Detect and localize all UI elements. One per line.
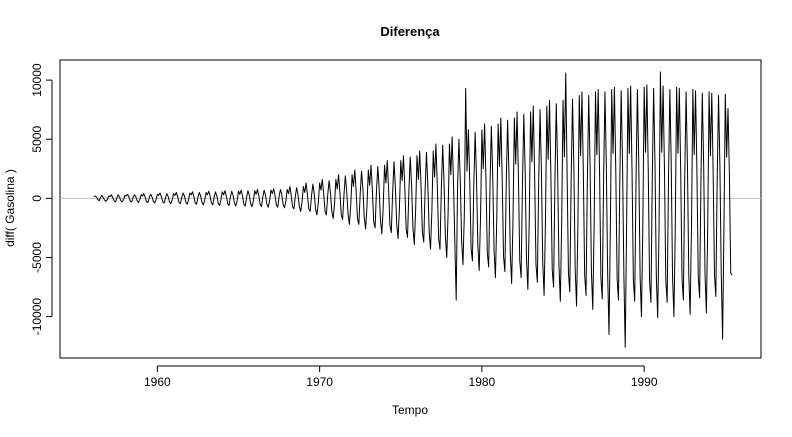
- x-tick-label: 1960: [144, 375, 171, 389]
- x-tick-label: 1970: [306, 375, 333, 389]
- y-tick-label: 5000: [30, 126, 44, 153]
- x-tick-label: 1990: [631, 375, 658, 389]
- y-tick-label: -10000: [30, 298, 44, 336]
- x-axis-label: Tempo: [392, 403, 428, 417]
- y-axis: -10000 -5000 0 5000 10000: [30, 63, 53, 336]
- series-line-0: [93, 71, 733, 348]
- chart-title: Diferença: [380, 24, 440, 39]
- y-axis-label: diff( Gasolina ): [3, 169, 17, 247]
- y-tick-label: 0: [30, 195, 44, 202]
- x-tick-label: 1980: [469, 375, 496, 389]
- y-tick-label: 10000: [30, 63, 44, 97]
- plot-frame: [59, 59, 762, 359]
- x-axis: 1960 1970 1980 1990: [144, 365, 658, 389]
- y-tick-label: -5000: [30, 242, 44, 273]
- series-layer: [93, 71, 733, 348]
